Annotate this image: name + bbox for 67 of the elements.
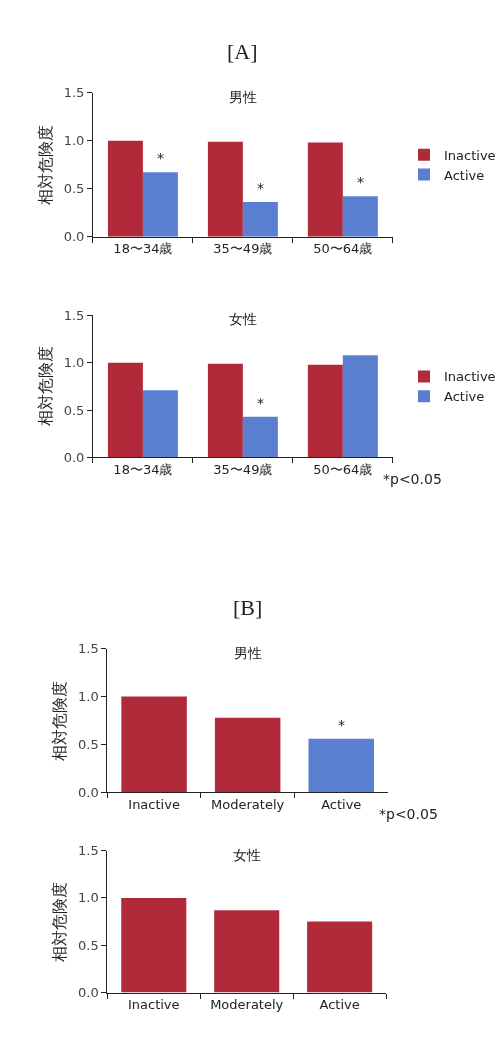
bar [242,202,278,237]
y-tick-label: 1.0 [78,689,99,705]
y-tick-label: 0.0 [78,785,99,801]
y-tick-label: 1.0 [63,133,85,149]
x-tick-label: Inactive [128,797,180,813]
y-axis-title: 相対危険度 [49,881,69,962]
y-tick-label: 1.5 [63,85,85,101]
bar [207,141,243,237]
bar [214,717,281,793]
y-tick-label: 0.5 [78,737,99,753]
y-tick-label: 0.5 [78,937,99,953]
x-tick-label: 50〜64歳 [313,461,373,477]
x-tick-label: Active [319,997,360,1013]
y-axis-title: 相対危険度 [35,124,55,205]
chart-title: [B] [233,595,263,620]
annotation: * [357,174,364,190]
bar [342,355,378,458]
y-tick-label: 0.0 [78,985,99,1001]
y-tick-label: 1.5 [63,308,85,324]
x-tick-label: Moderately [210,997,284,1013]
text: *p<0.05 [383,471,442,487]
annotation: * [338,717,345,733]
y-axis-title: 相対危険度 [35,346,55,427]
bar [142,172,178,237]
y-tick-label: 0.0 [63,229,85,245]
y-tick-label: 1.5 [78,641,99,657]
x-tick-label: 35〜49歳 [213,241,273,257]
chart-subtitle: 男性 [234,645,262,661]
chart-title: 女性 [233,847,261,863]
annotation: * [157,150,164,166]
x-tick-label: 18〜34歳 [113,461,173,477]
bar [307,364,343,458]
bar [107,362,143,458]
bar [342,196,378,237]
legend-label: Active [444,389,485,405]
annotation: * [257,180,264,196]
annotation: * [257,395,264,411]
bar [307,921,373,993]
chart-subtitle: 男性 [229,89,257,105]
y-tick-label: 1.5 [78,843,99,859]
x-tick-label: 35〜49歳 [213,461,273,477]
x-tick-label: Inactive [127,997,180,1013]
bar [121,696,187,793]
x-tick-label: Active [321,797,362,813]
bar [121,897,187,993]
y-tick-label: 0.5 [63,402,85,418]
bar [107,140,143,237]
bar [214,910,280,993]
chart-title: [A] [227,39,258,64]
y-tick-label: 1.0 [63,355,85,371]
text: *p<0.05 [379,806,438,822]
x-tick-label: 50〜64歳 [313,241,373,257]
legend-label: Inactive [444,147,496,163]
bar [307,142,343,237]
legend-label: Active [444,167,485,183]
legend-label: Inactive [444,369,496,385]
bar [207,363,243,458]
bar [308,738,374,793]
x-tick-label: Moderately [211,797,285,813]
y-axis-title: 相対危険度 [49,680,69,761]
y-tick-label: 0.0 [63,449,85,465]
bar [242,416,278,458]
y-tick-label: 1.0 [78,890,99,906]
y-tick-label: 0.5 [63,181,85,197]
bar [142,390,178,458]
chart-title: 女性 [229,311,257,327]
x-tick-label: 18〜34歳 [113,241,173,257]
